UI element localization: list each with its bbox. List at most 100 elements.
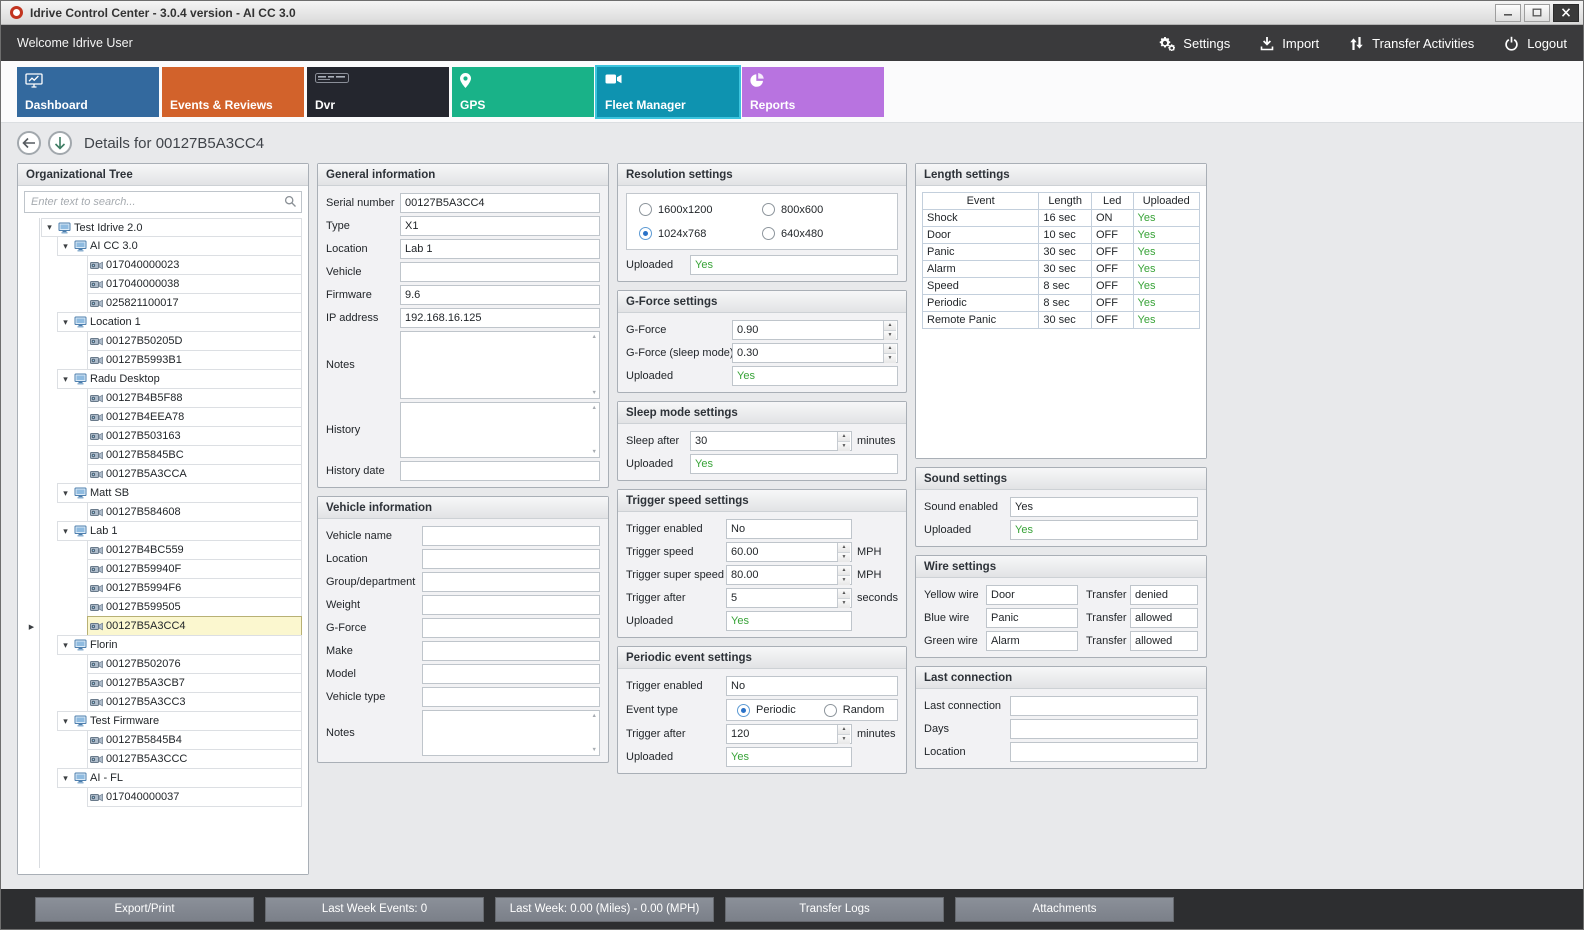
tree-item-017040000038[interactable]: 017040000038	[24, 274, 302, 294]
tree-item-00127b5993b1[interactable]: 00127B5993B1	[24, 350, 302, 370]
tree-node[interactable]: 00127B5993B1	[87, 350, 302, 370]
tree-node[interactable]: ▾ Radu Desktop	[57, 369, 302, 389]
transfer-logs-button[interactable]: Transfer Logs	[725, 896, 944, 922]
tree-node[interactable]: 017040000023	[87, 255, 302, 275]
tree-item-test-firmware[interactable]: ▾ Test Firmware	[24, 711, 302, 731]
trigger-after-field[interactable]: 120 ▲ ▼	[726, 724, 852, 744]
tree-item-00127b5a3cca[interactable]: 00127B5A3CCA	[24, 464, 302, 484]
tree-item-00127b5845bc[interactable]: 00127B5845BC	[24, 445, 302, 465]
model-field[interactable]	[422, 664, 600, 684]
vehicle-field[interactable]	[400, 262, 600, 282]
radio-1024x768[interactable]: 1024x768	[639, 227, 762, 240]
g-force-field[interactable]: 0.90 ▲ ▼	[732, 320, 898, 340]
tree-item-00127b5845b4[interactable]: 00127B5845B4	[24, 730, 302, 750]
length-row-periodic[interactable]: Periodic 8 sec OFF Yes	[921, 294, 1200, 312]
g-force-sleep-mode-field[interactable]: 0.30 ▲ ▼	[732, 343, 898, 363]
column-header-led[interactable]: Led	[1090, 192, 1134, 210]
column-header-uploaded[interactable]: Uploaded	[1132, 192, 1200, 210]
tree-item-florin[interactable]: ▾ Florin	[24, 635, 302, 655]
radio-periodic[interactable]: Periodic	[737, 703, 796, 717]
expander-icon[interactable]: ▾	[63, 772, 68, 783]
tree-node[interactable]: ▾ Matt SB	[57, 483, 302, 503]
radio-640x480[interactable]: 640x480	[762, 227, 885, 240]
uploaded-field[interactable]: Yes	[690, 454, 898, 474]
tree-item-00127b5994f6[interactable]: 00127B5994F6	[24, 578, 302, 598]
trigger-after-field[interactable]: 5 ▲ ▼	[726, 588, 852, 608]
tree-node[interactable]: 00127B599505	[87, 597, 302, 617]
tree-node[interactable]: ▾ Test Idrive 2.0	[41, 218, 302, 237]
spinner-buttons[interactable]: ▲ ▼	[837, 566, 850, 585]
trigger-enabled-field[interactable]: No	[726, 519, 852, 539]
green-wire-event-field[interactable]: Alarm	[986, 631, 1078, 651]
length-row-panic[interactable]: Panic 30 sec OFF Yes	[921, 243, 1200, 261]
g-force-field[interactable]	[422, 618, 600, 638]
days-field[interactable]	[1010, 719, 1198, 739]
serial-number-field[interactable]: 00127B5A3CC4	[400, 193, 600, 213]
spinner-buttons[interactable]: ▲ ▼	[837, 432, 850, 451]
tree-node[interactable]: 00127B5845BC	[87, 445, 302, 465]
tree-item-00127b5a3cc3[interactable]: 00127B5A3CC3	[24, 692, 302, 712]
last-connection-field[interactable]	[1010, 696, 1198, 716]
expander-icon[interactable]: ▾	[63, 525, 68, 536]
length-row-shock[interactable]: Shock 16 sec ON Yes	[921, 209, 1200, 227]
uploaded-field[interactable]: Yes	[726, 747, 852, 767]
tree-node[interactable]: 00127B502076	[87, 654, 302, 674]
history-field[interactable]: ▲ ▼	[400, 402, 600, 458]
maximize-button[interactable]	[1524, 3, 1550, 22]
tree-node[interactable]: 00127B5A3CB7	[87, 673, 302, 693]
tree-node[interactable]: 017040000037	[87, 787, 302, 807]
tree-item-00127b584608[interactable]: 00127B584608	[24, 502, 302, 522]
tree-node[interactable]: ▾ AI - FL	[57, 768, 302, 788]
length-row-remote-panic[interactable]: Remote Panic 30 sec OFF Yes	[921, 311, 1200, 329]
uploaded-field[interactable]: Yes	[726, 611, 852, 631]
tree-item-ai-cc-3-0[interactable]: ▾ AI CC 3.0	[24, 236, 302, 256]
tab-fleet-manager[interactable]: Fleet Manager	[595, 64, 741, 119]
expander-icon[interactable]: ▾	[63, 715, 68, 726]
spinner-buttons[interactable]: ▲ ▼	[883, 344, 896, 363]
import-button[interactable]: Import	[1260, 36, 1319, 51]
location-field[interactable]	[1010, 742, 1198, 762]
settings-button[interactable]: Settings	[1158, 36, 1230, 51]
sound-enabled-field[interactable]: Yes	[1010, 497, 1198, 517]
tab-events-reviews[interactable]: Events & Reviews	[162, 66, 304, 117]
uploaded-field[interactable]: Yes	[732, 366, 898, 386]
tab-reports[interactable]: Reports	[742, 66, 884, 117]
spinner-buttons[interactable]: ▲ ▼	[837, 543, 850, 562]
radio-800x600[interactable]: 800x600	[762, 203, 885, 216]
trigger-enabled-field[interactable]: No	[726, 676, 898, 696]
ip-address-field[interactable]: 192.168.16.125	[400, 308, 600, 328]
search-input[interactable]	[24, 191, 302, 213]
export-print-button[interactable]: Export/Print	[35, 896, 254, 922]
uploaded-field[interactable]: Yes	[690, 255, 898, 275]
blue-wire-event-field[interactable]: Panic	[986, 608, 1078, 628]
tree-node[interactable]: 017040000038	[87, 274, 302, 294]
tree-node[interactable]: 00127B584608	[87, 502, 302, 522]
logout-button[interactable]: Logout	[1504, 36, 1567, 51]
location-field[interactable]: Lab 1	[400, 239, 600, 259]
column-header-length[interactable]: Length	[1038, 192, 1092, 210]
tree-node[interactable]: ▾ Lab 1	[57, 521, 302, 541]
tree-item-00127b5a3cc4[interactable]: ▶ 00127B5A3CC4	[24, 616, 302, 636]
radio-random[interactable]: Random	[823, 703, 884, 717]
tree-node[interactable]: 00127B4EEA78	[87, 407, 302, 427]
tree-node[interactable]: 00127B5A3CC4	[87, 616, 302, 636]
tree-item-00127b4bc559[interactable]: 00127B4BC559	[24, 540, 302, 560]
type-field[interactable]: X1	[400, 216, 600, 236]
tree-item-00127b502076[interactable]: 00127B502076	[24, 654, 302, 674]
tree-node[interactable]: 00127B503163	[87, 426, 302, 446]
tree-item-lab-1[interactable]: ▾ Lab 1	[24, 521, 302, 541]
notes-field[interactable]: ▲ ▼	[400, 331, 600, 399]
tree-item-matt-sb[interactable]: ▾ Matt SB	[24, 483, 302, 503]
location-field[interactable]	[422, 549, 600, 569]
expander-icon[interactable]: ▾	[47, 222, 52, 232]
yellow-wire-event-field[interactable]: Door	[986, 585, 1078, 605]
tree-node[interactable]: ▾ AI CC 3.0	[57, 236, 302, 256]
tab-gps[interactable]: GPS	[452, 66, 594, 117]
expander-icon[interactable]: ▾	[63, 487, 68, 498]
weight-field[interactable]	[422, 595, 600, 615]
trigger-speed-field[interactable]: 60.00 ▲ ▼	[726, 542, 852, 562]
tree-item-00127b5a3ccc[interactable]: 00127B5A3CCC	[24, 749, 302, 769]
uploaded-field[interactable]: Yes	[1010, 520, 1198, 540]
make-field[interactable]	[422, 641, 600, 661]
tree-node[interactable]: 00127B5A3CC3	[87, 692, 302, 712]
